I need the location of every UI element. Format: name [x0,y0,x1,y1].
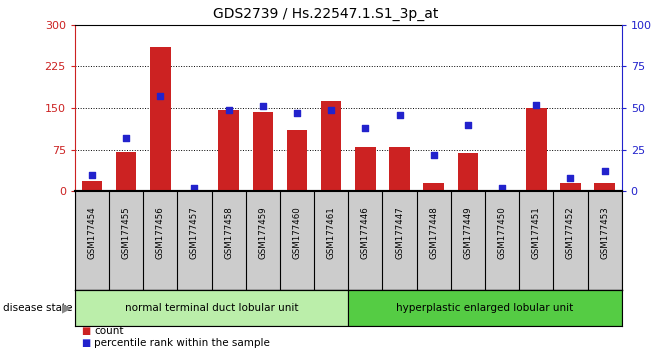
Point [428,152,439,158]
Text: GSM177458: GSM177458 [224,206,233,259]
Text: GSM177446: GSM177446 [361,206,370,259]
Point [292,110,302,116]
Point [600,169,610,174]
Bar [423,183,444,191]
Bar [355,147,376,191]
Text: count: count [94,326,124,336]
Point [497,185,507,191]
Text: normal terminal duct lobular unit: normal terminal duct lobular unit [125,303,298,313]
Text: GSM177455: GSM177455 [122,206,131,259]
Text: ▶: ▶ [62,302,72,314]
Bar [348,290,622,326]
Text: GDS2739 / Hs.22547.1.S1_3p_at: GDS2739 / Hs.22547.1.S1_3p_at [213,7,438,21]
Bar [82,181,102,191]
Point [121,135,132,141]
Text: GSM177457: GSM177457 [190,206,199,259]
Bar [492,190,512,191]
Text: hyperplastic enlarged lobular unit: hyperplastic enlarged lobular unit [396,303,574,313]
Text: GSM177452: GSM177452 [566,206,575,259]
Bar [321,101,341,191]
Point [87,172,97,177]
Point [326,107,337,113]
Text: GSM177459: GSM177459 [258,206,268,259]
Bar [389,147,409,191]
Bar [253,112,273,191]
Point [223,107,234,113]
Bar [560,183,581,191]
Point [531,102,542,108]
Bar [184,190,204,191]
Bar [116,152,137,191]
Text: GSM177456: GSM177456 [156,206,165,259]
Bar [526,108,546,191]
Point [258,103,268,109]
Text: ■: ■ [81,326,90,336]
Text: GSM177447: GSM177447 [395,206,404,259]
Text: GSM177450: GSM177450 [497,206,506,259]
Bar [219,110,239,191]
Point [155,93,165,99]
Point [360,125,370,131]
Bar [150,47,171,191]
Bar [458,153,478,191]
Bar [286,130,307,191]
Point [463,122,473,127]
Text: GSM177451: GSM177451 [532,206,541,259]
Text: GSM177461: GSM177461 [327,206,336,259]
Bar [594,183,615,191]
Point [395,112,405,118]
Text: GSM177448: GSM177448 [429,206,438,259]
Text: GSM177449: GSM177449 [464,206,473,259]
Bar [75,290,348,326]
Point [189,185,200,191]
Text: percentile rank within the sample: percentile rank within the sample [94,338,270,348]
Point [565,175,575,181]
Text: GSM177454: GSM177454 [87,206,96,259]
Text: GSM177460: GSM177460 [292,206,301,259]
Text: ■: ■ [81,338,90,348]
Text: GSM177453: GSM177453 [600,206,609,259]
Text: disease state: disease state [3,303,73,313]
